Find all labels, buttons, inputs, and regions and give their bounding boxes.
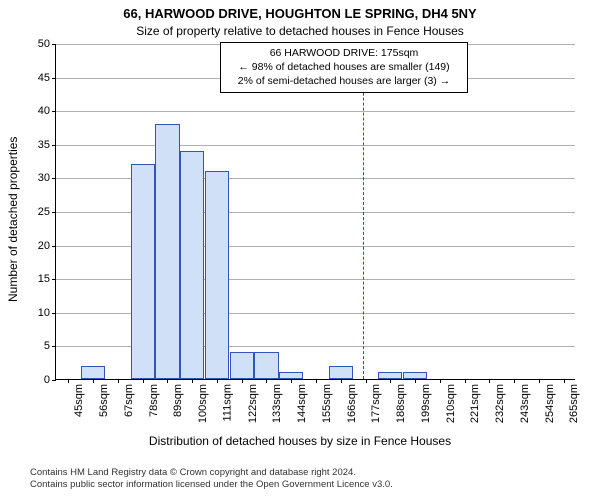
xtick-label: 232sqm — [484, 384, 494, 434]
ytick-label: 50 — [38, 38, 56, 50]
bar — [81, 366, 105, 379]
ytick-label: 45 — [38, 72, 56, 84]
xtick-label: 199sqm — [410, 384, 420, 434]
xtick-mark — [366, 379, 367, 383]
bar — [205, 171, 229, 379]
xtick-mark — [539, 379, 540, 383]
xtick-label: 144sqm — [286, 384, 296, 434]
xtick-label: 78sqm — [138, 384, 148, 434]
xtick-mark — [68, 379, 69, 383]
xtick-mark — [390, 379, 391, 383]
bar — [279, 372, 303, 379]
bar — [403, 372, 427, 379]
xtick-label: 254sqm — [534, 384, 544, 434]
xtick-mark — [143, 379, 144, 383]
xtick-mark — [514, 379, 515, 383]
annotation-line-3: 2% of semi-detached houses are larger (3… — [227, 74, 461, 88]
xtick-mark — [167, 379, 168, 383]
xtick-mark — [415, 379, 416, 383]
ytick-label: 40 — [38, 105, 56, 117]
chart-title-main: 66, HARWOOD DRIVE, HOUGHTON LE SPRING, D… — [0, 6, 600, 21]
chart-title-sub: Size of property relative to detached ho… — [0, 24, 600, 38]
ytick-label: 20 — [38, 240, 56, 252]
xtick-label: 111sqm — [212, 384, 222, 434]
xtick-label: 243sqm — [509, 384, 519, 434]
xtick-mark — [266, 379, 267, 383]
annotation-line-2: ← 98% of detached houses are smaller (14… — [227, 60, 461, 74]
xtick-label: 122sqm — [237, 384, 247, 434]
bar — [155, 124, 179, 379]
x-axis-label: Distribution of detached houses by size … — [0, 434, 600, 448]
xtick-mark — [341, 379, 342, 383]
ytick-label: 15 — [38, 273, 56, 285]
xtick-label: 188sqm — [385, 384, 395, 434]
xtick-label: 155sqm — [311, 384, 321, 434]
gridline — [56, 111, 575, 112]
xtick-label: 67sqm — [113, 384, 123, 434]
gridline — [56, 145, 575, 146]
bar — [378, 372, 402, 379]
xtick-mark — [564, 379, 565, 383]
xtick-label: 45sqm — [63, 384, 73, 434]
reference-annotation: 66 HARWOOD DRIVE: 175sqm ← 98% of detach… — [220, 42, 468, 93]
xtick-label: 210sqm — [435, 384, 445, 434]
copyright-footer: Contains HM Land Registry data © Crown c… — [30, 467, 393, 491]
xtick-mark — [316, 379, 317, 383]
ytick-label: 35 — [38, 139, 56, 151]
ytick-label: 10 — [38, 307, 56, 319]
xtick-label: 89sqm — [162, 384, 172, 434]
xtick-mark — [118, 379, 119, 383]
y-axis-label: Number of detached properties — [6, 137, 20, 302]
xtick-label: 265sqm — [559, 384, 569, 434]
xtick-label: 133sqm — [261, 384, 271, 434]
bar — [254, 352, 278, 379]
xtick-mark — [217, 379, 218, 383]
ytick-label: 5 — [44, 340, 56, 352]
xtick-label: 56sqm — [88, 384, 98, 434]
xtick-mark — [440, 379, 441, 383]
xtick-label: 221sqm — [460, 384, 470, 434]
bar — [180, 151, 204, 379]
reference-line — [363, 43, 364, 379]
bar — [230, 352, 254, 379]
ytick-label: 0 — [44, 374, 56, 386]
chart-plot-area: 0510152025303540455045sqm56sqm67sqm78sqm… — [55, 44, 575, 380]
xtick-label: 177sqm — [361, 384, 371, 434]
xtick-mark — [192, 379, 193, 383]
xtick-mark — [465, 379, 466, 383]
xtick-mark — [242, 379, 243, 383]
ytick-label: 30 — [38, 172, 56, 184]
xtick-mark — [93, 379, 94, 383]
bar — [329, 366, 353, 379]
annotation-line-1: 66 HARWOOD DRIVE: 175sqm — [227, 46, 461, 60]
footer-line-1: Contains HM Land Registry data © Crown c… — [30, 467, 393, 479]
xtick-label: 100sqm — [187, 384, 197, 434]
bar — [131, 164, 155, 379]
xtick-mark — [291, 379, 292, 383]
ytick-label: 25 — [38, 206, 56, 218]
footer-line-2: Contains public sector information licen… — [30, 479, 393, 491]
xtick-mark — [489, 379, 490, 383]
xtick-label: 166sqm — [336, 384, 346, 434]
